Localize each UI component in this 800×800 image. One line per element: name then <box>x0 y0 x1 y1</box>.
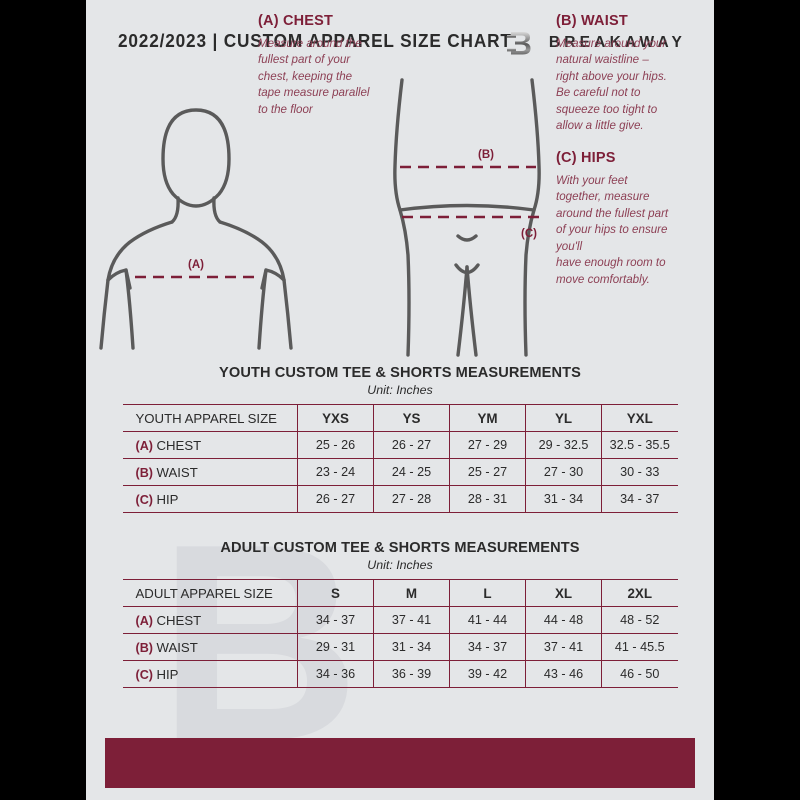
youth-row-label-hip: (C) HIP <box>122 485 298 513</box>
adult-hip-m: 36 - 39 <box>373 660 450 688</box>
youth-chest-yxs: 25 - 26 <box>297 431 374 459</box>
youth-hip-ys: 27 - 28 <box>373 485 450 513</box>
callout-waist-body: Measure around your natural waistline – … <box>556 37 667 133</box>
adult-waist-xl: 37 - 41 <box>525 633 602 661</box>
youth-size-ys: YS <box>373 404 450 432</box>
adult-measurements-section: ADULT CUSTOM TEE & SHORTS MEASUREMENTS U… <box>86 540 714 688</box>
callout-waist-title: (B) WAIST <box>556 13 628 29</box>
breakaway-b-monogram-icon <box>506 32 531 55</box>
youth-size-yl: YL <box>525 404 602 432</box>
table-row: (A) CHEST 34 - 37 37 - 41 41 - 44 44 - 4… <box>122 606 678 634</box>
adult-header-label: ADULT APPAREL SIZE <box>122 579 298 607</box>
callout-hips-body: With your feet together, measure around … <box>556 174 669 286</box>
youth-chest-ys: 26 - 27 <box>373 431 450 459</box>
adult-hip-xl: 43 - 46 <box>525 660 602 688</box>
adult-size-m: M <box>373 579 450 607</box>
youth-hip-ym: 28 - 31 <box>449 485 526 513</box>
youth-chest-yl: 29 - 32.5 <box>525 431 602 459</box>
youth-table-title: YOUTH CUSTOM TEE & SHORTS MEASUREMENTS <box>219 365 581 381</box>
youth-chest-yxl: 32.5 - 35.5 <box>601 431 678 459</box>
adult-waist-s: 29 - 31 <box>297 633 374 661</box>
adult-size-s: S <box>297 579 374 607</box>
waist-measure-label: (B) <box>478 149 494 161</box>
callout-chest-body: Measure around the fullest part of your … <box>258 37 370 116</box>
brand-lockup: BREAKAWAY <box>505 28 686 58</box>
adult-row-label-chest: (A) CHEST <box>122 606 298 634</box>
adult-hip-2xl: 46 - 50 <box>601 660 678 688</box>
youth-hip-yl: 31 - 34 <box>525 485 602 513</box>
adult-row-label-hip: (C) HIP <box>122 660 298 688</box>
table-row: (A) CHEST 25 - 26 26 - 27 27 - 29 29 - 3… <box>122 431 678 459</box>
adult-chest-2xl: 48 - 52 <box>601 606 678 634</box>
size-chart-page: B 2022/2023 | CUSTOM APPAREL SIZE CHART <box>86 0 714 800</box>
brand-name: BREAKAWAY <box>548 34 686 51</box>
youth-table-unit: Unit: Inches <box>367 383 433 397</box>
adult-measurements-table: ADULT APPAREL SIZE S M L XL 2XL (A) CHES… <box>122 579 678 688</box>
adult-row-label-waist: (B) WAIST <box>122 633 298 661</box>
callout-waist: (B) WAIST Measure around your natural wa… <box>556 13 708 135</box>
adult-chest-s: 34 - 37 <box>297 606 374 634</box>
body-measurement-diagrams: (A) (B) (C) <box>99 78 541 357</box>
youth-waist-ys: 24 - 25 <box>373 458 450 486</box>
footer-bar <box>105 738 695 788</box>
youth-waist-yxs: 23 - 24 <box>297 458 374 486</box>
page-header: 2022/2023 | CUSTOM APPAREL SIZE CHART BR… <box>86 28 714 62</box>
lower-body-figure <box>393 78 541 357</box>
adult-chest-m: 37 - 41 <box>373 606 450 634</box>
table-header-row: YOUTH APPAREL SIZE YXS YS YM YL YXL <box>122 404 678 432</box>
callout-hips: (C) HIPS With your feet together, measur… <box>556 150 708 288</box>
adult-table-unit: Unit: Inches <box>367 558 433 572</box>
adult-hip-l: 39 - 42 <box>449 660 526 688</box>
table-row: (B) WAIST 29 - 31 31 - 34 34 - 37 37 - 4… <box>122 633 678 661</box>
youth-measurements-table: YOUTH APPAREL SIZE YXS YS YM YL YXL (A) … <box>122 404 678 513</box>
youth-header-label: YOUTH APPAREL SIZE <box>122 404 298 432</box>
callout-chest: (A) CHEST Measure around the fullest par… <box>258 13 408 118</box>
youth-waist-yl: 27 - 30 <box>525 458 602 486</box>
callout-hips-title: (C) HIPS <box>556 150 616 166</box>
youth-chest-ym: 27 - 29 <box>449 431 526 459</box>
adult-chest-xl: 44 - 48 <box>525 606 602 634</box>
youth-hip-yxs: 26 - 27 <box>297 485 374 513</box>
adult-chest-l: 41 - 44 <box>449 606 526 634</box>
page-title: 2022/2023 | CUSTOM APPAREL SIZE CHART <box>118 30 512 51</box>
youth-size-yxs: YXS <box>297 404 374 432</box>
table-header-row: ADULT APPAREL SIZE S M L XL 2XL <box>122 579 678 607</box>
adult-waist-2xl: 41 - 45.5 <box>601 633 678 661</box>
adult-waist-m: 31 - 34 <box>373 633 450 661</box>
youth-size-ym: YM <box>449 404 526 432</box>
table-row: (B) WAIST 23 - 24 24 - 25 25 - 27 27 - 3… <box>122 458 678 486</box>
hips-measure-label: (C) <box>521 228 537 240</box>
youth-waist-yxl: 30 - 33 <box>601 458 678 486</box>
callout-chest-title: (A) CHEST <box>258 13 334 29</box>
adult-size-2xl: 2XL <box>601 579 678 607</box>
youth-waist-ym: 25 - 27 <box>449 458 526 486</box>
table-row: (C) HIP 34 - 36 36 - 39 39 - 42 43 - 46 … <box>122 660 678 688</box>
youth-row-label-chest: (A) CHEST <box>122 431 298 459</box>
adult-table-title: ADULT CUSTOM TEE & SHORTS MEASUREMENTS <box>220 540 580 556</box>
torso-figure <box>99 108 293 350</box>
table-row: (C) HIP 26 - 27 27 - 28 28 - 31 31 - 34 … <box>122 485 678 513</box>
adult-size-xl: XL <box>525 579 602 607</box>
youth-hip-yxl: 34 - 37 <box>601 485 678 513</box>
youth-size-yxl: YXL <box>601 404 678 432</box>
youth-measurements-section: YOUTH CUSTOM TEE & SHORTS MEASUREMENTS U… <box>86 365 714 513</box>
adult-size-l: L <box>449 579 526 607</box>
youth-row-label-waist: (B) WAIST <box>122 458 298 486</box>
adult-hip-s: 34 - 36 <box>297 660 374 688</box>
chest-measure-label: (A) <box>188 259 204 271</box>
adult-waist-l: 34 - 37 <box>449 633 526 661</box>
